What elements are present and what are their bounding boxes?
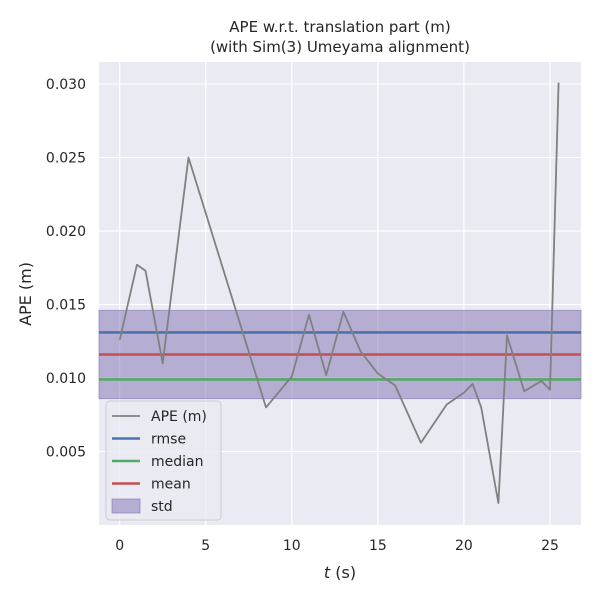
x-tick-label: 25	[541, 538, 559, 554]
x-tick-labels: 0 5 10 15 20 25	[115, 538, 559, 554]
y-tick-label: 0.010	[46, 371, 86, 387]
chart-title: APE w.r.t. translation part (m)	[229, 18, 450, 36]
x-tick-label: 15	[369, 538, 387, 554]
legend-swatch-std	[111, 498, 141, 514]
x-axis-label-italic: t	[324, 563, 331, 582]
ape-series-line	[118, 82, 560, 504]
legend: APE (m) rmse median mean std	[105, 400, 222, 521]
x-tick-label: 10	[283, 538, 301, 554]
x-axis-label: t (s)	[324, 563, 356, 582]
legend-label: APE (m)	[151, 409, 207, 425]
y-tick-label: 0.030	[46, 77, 86, 93]
series-layer	[118, 82, 560, 504]
chart-subtitle: (with Sim(3) Umeyama alignment)	[210, 38, 470, 56]
y-tick-labels: 0.005 0.010 0.015 0.020 0.025 0.030	[46, 77, 86, 460]
legend-box	[105, 400, 222, 521]
legend-label: rmse	[151, 432, 186, 448]
legend-label: mean	[151, 477, 191, 493]
y-axis-label: APE (m)	[16, 262, 35, 326]
x-tick-label: 5	[201, 538, 210, 554]
stat-lines-layer	[99, 331, 581, 381]
y-tick-label: 0.020	[46, 224, 86, 240]
y-tick-label: 0.005	[46, 445, 86, 461]
y-tick-label: 0.015	[46, 298, 86, 314]
x-tick-label: 0	[115, 538, 124, 554]
y-tick-label: 0.025	[46, 151, 86, 167]
x-tick-label: 20	[455, 538, 473, 554]
x-axis-label-unit: (s)	[330, 563, 356, 582]
legend-label: std	[151, 499, 173, 515]
legend-label: median	[151, 454, 203, 470]
